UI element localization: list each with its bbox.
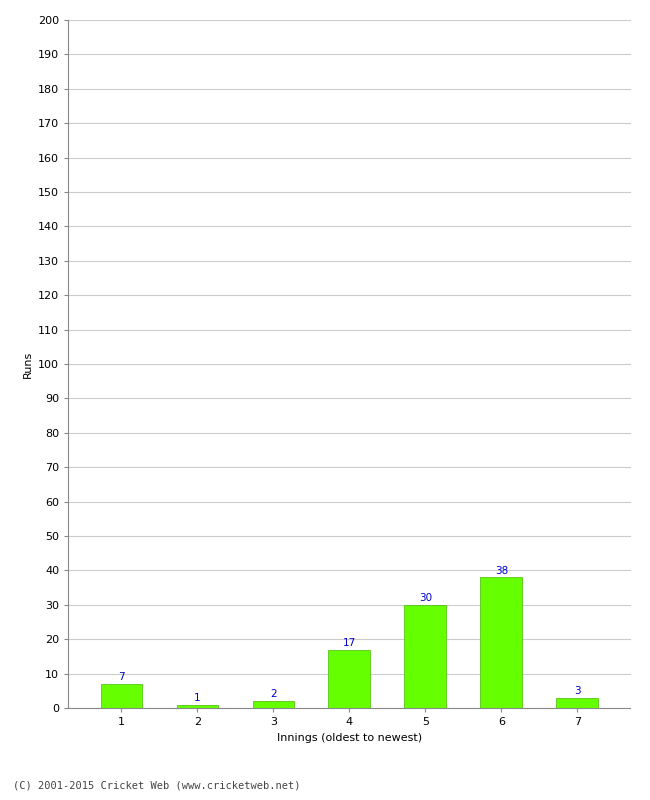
Text: 38: 38 [495,566,508,575]
Bar [404,605,447,708]
Text: (C) 2001-2015 Cricket Web (www.cricketweb.net): (C) 2001-2015 Cricket Web (www.cricketwe… [13,781,300,790]
Text: 3: 3 [574,686,580,696]
Y-axis label: Runs: Runs [23,350,32,378]
Text: 17: 17 [343,638,356,648]
Text: 1: 1 [194,693,201,703]
Text: 30: 30 [419,593,432,603]
Bar [177,705,218,708]
Bar [252,701,294,708]
Bar [556,698,598,708]
Bar [480,578,522,708]
Bar [101,684,142,708]
Bar [328,650,370,708]
Text: 7: 7 [118,672,125,682]
Text: 2: 2 [270,690,277,699]
X-axis label: Innings (oldest to newest): Innings (oldest to newest) [277,733,422,742]
